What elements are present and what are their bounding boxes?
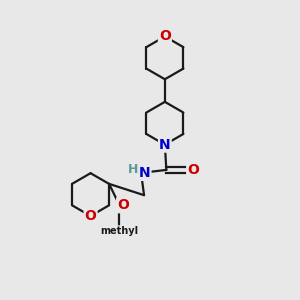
Text: O: O bbox=[159, 29, 171, 44]
Text: methyl: methyl bbox=[100, 226, 138, 236]
Text: O: O bbox=[85, 209, 97, 223]
Text: O: O bbox=[187, 163, 199, 177]
Text: H: H bbox=[128, 163, 138, 176]
Text: O: O bbox=[117, 198, 129, 212]
Text: N: N bbox=[159, 138, 171, 152]
Text: N: N bbox=[139, 166, 151, 180]
